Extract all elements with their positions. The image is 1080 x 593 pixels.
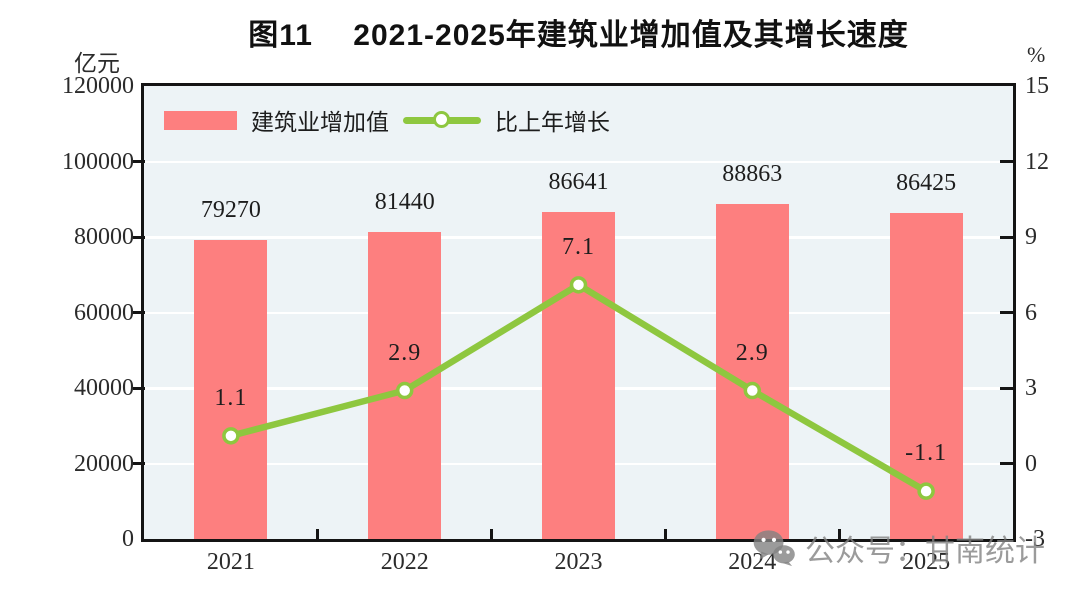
tick-mark <box>837 529 841 539</box>
left-axis-tick-label: 0 <box>122 526 134 552</box>
tick-mark <box>133 386 145 390</box>
watermark-text: 公众号：甘南统计 <box>805 535 1045 568</box>
tick-mark <box>1000 386 1013 390</box>
right-axis-tick-label: 12 <box>1025 148 1049 175</box>
bar-value-label: 86425 <box>896 169 957 196</box>
tick-mark <box>1000 235 1013 239</box>
tick-mark <box>133 160 145 163</box>
line-series-label: 比上年增长 <box>495 110 610 135</box>
right-axis-unit: % <box>1027 42 1046 67</box>
legend: 建筑业增加值 比上年增长 <box>164 103 610 137</box>
gridline <box>144 160 1013 163</box>
left-axis-tick-label: 80000 <box>74 224 134 250</box>
tick-mark <box>133 462 145 465</box>
left-axis-tick-label: 20000 <box>74 450 134 477</box>
line-value-label: 2.9 <box>388 339 422 366</box>
line-value-label: -1.1 <box>905 440 948 467</box>
x-axis-label: 2023 <box>554 549 603 575</box>
left-axis-tick-label: 120000 <box>62 73 134 99</box>
right-axis-tick-label: 9 <box>1025 224 1037 250</box>
bar-2024 <box>715 203 789 539</box>
bar-series-label: 建筑业增加值 <box>251 110 389 135</box>
line-marker-icon <box>433 111 450 128</box>
bar-2025 <box>889 212 963 539</box>
tick-mark <box>663 529 667 539</box>
bar-value-label: 86641 <box>548 168 609 195</box>
x-axis-label: 2022 <box>380 549 429 575</box>
tick-mark <box>1000 160 1013 163</box>
left-axis-tick-label: 100000 <box>62 148 134 175</box>
tick-mark <box>1000 462 1013 465</box>
right-axis-tick-label: 6 <box>1025 299 1037 326</box>
tick-mark <box>490 529 494 539</box>
chart-title: 图11 2021-2025年建筑业增加值及其增长速度 <box>248 19 909 52</box>
bar-value-label: 81440 <box>374 188 435 215</box>
bar-2022 <box>368 231 442 539</box>
tick-mark <box>133 311 145 314</box>
line-value-label: 1.1 <box>214 384 248 411</box>
wechat-icon <box>753 530 795 567</box>
watermark: 公众号：甘南统计 <box>752 526 1045 570</box>
bar-value-label: 88863 <box>722 160 783 187</box>
plot-area: 建筑业增加值 比上年增长 79270 81440 86641 88863 86425 1.… <box>141 83 1016 542</box>
line-value-label: 2.9 <box>735 339 769 366</box>
left-axis-tick-label: 40000 <box>74 375 134 401</box>
line-value-label: 7.1 <box>562 233 595 260</box>
bar-series-swatch <box>164 110 237 130</box>
left-axis-tick-label: 60000 <box>74 299 134 326</box>
right-axis-tick-label: 0 <box>1025 450 1037 477</box>
bar-2023 <box>542 211 615 539</box>
x-axis-label: 2021 <box>206 549 255 575</box>
bar-value-label: 79270 <box>200 196 261 223</box>
tick-mark <box>316 529 320 539</box>
right-axis-tick-label: -3 <box>1025 526 1045 552</box>
line-series-swatch <box>403 111 481 128</box>
right-axis-tick-label: 15 <box>1025 73 1049 99</box>
left-axis-unit: 亿元 <box>74 51 120 76</box>
right-axis-tick-label: 3 <box>1025 375 1037 401</box>
tick-mark <box>1000 311 1013 314</box>
x-axis-label: 2025 <box>902 549 951 575</box>
tick-mark <box>133 235 145 239</box>
